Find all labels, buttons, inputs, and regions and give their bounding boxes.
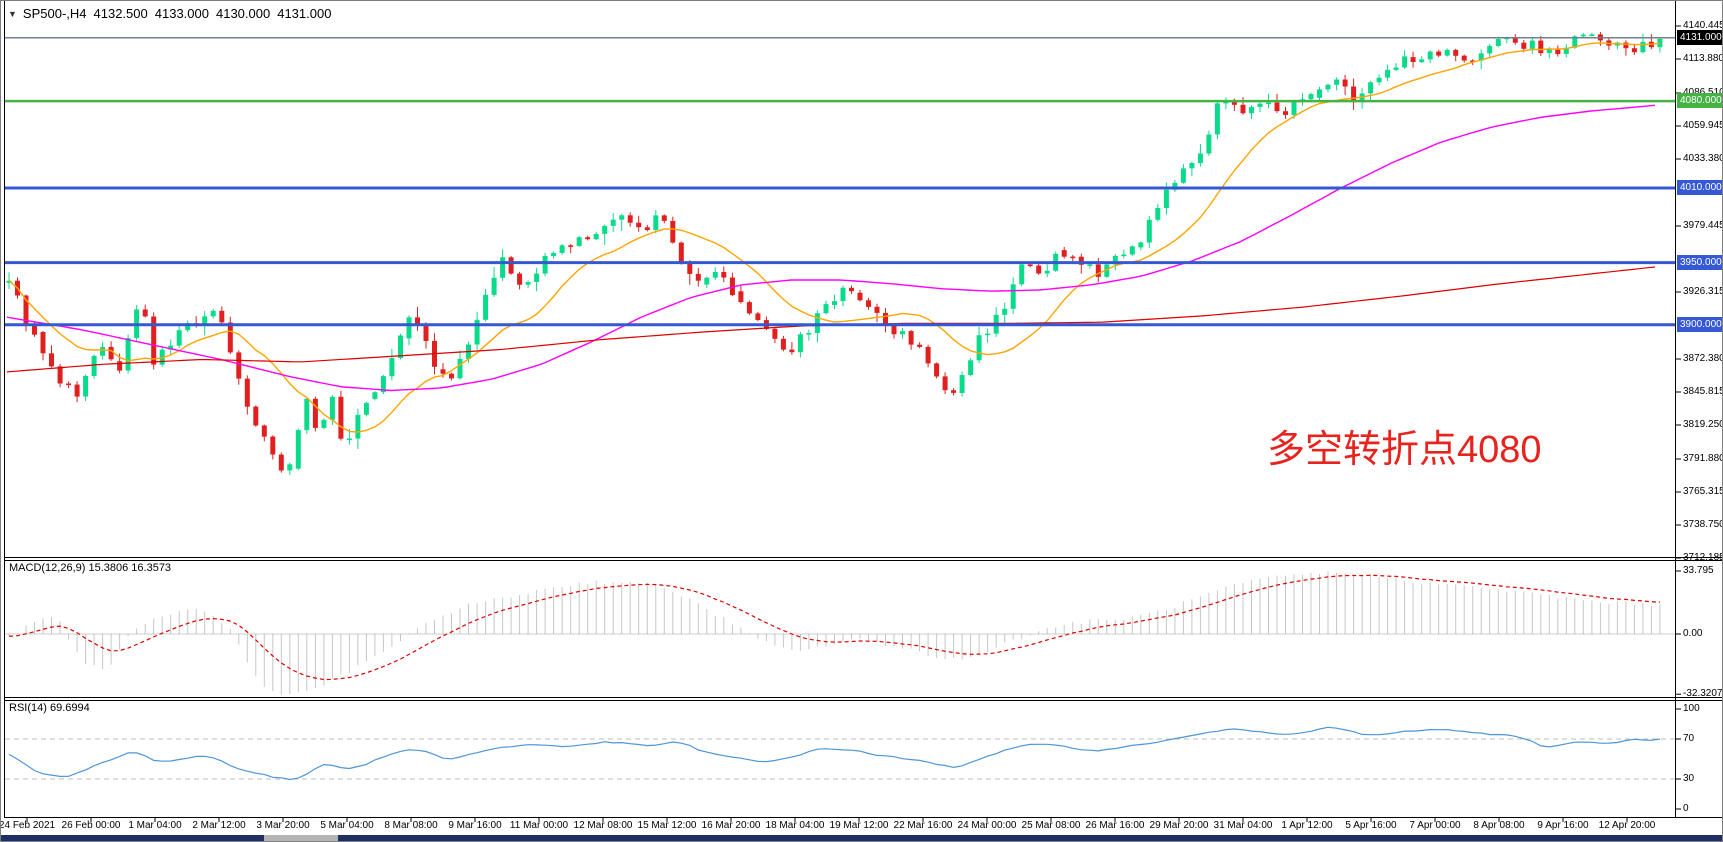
ohlc-open-value: 4132.500: [93, 6, 148, 21]
chart-title: ▼ SP500-,H4 4132.500 4133.000 4130.000 4131.0…: [8, 6, 338, 21]
ohlc-high-value: 4133.000: [154, 6, 209, 21]
chart-annotation-text: 多空转折点4080: [1267, 429, 1542, 471]
symbol-dropdown-icon[interactable]: ▼: [8, 9, 17, 19]
horizontal-scrollbar[interactable]: [1, 835, 1722, 841]
scrollbar-thumb[interactable]: [264, 835, 338, 841]
ohlc-low-value: 4130.000: [215, 6, 271, 21]
symbol-timeframe-label: SP500-,H4: [22, 6, 87, 21]
macd-indicator-label: MACD(12,26,9) 15.3806 16.3573: [9, 562, 172, 574]
rsi-indicator-label: RSI(14) 69.6994: [9, 702, 90, 714]
ohlc-close-value: 4131.000: [277, 6, 332, 21]
